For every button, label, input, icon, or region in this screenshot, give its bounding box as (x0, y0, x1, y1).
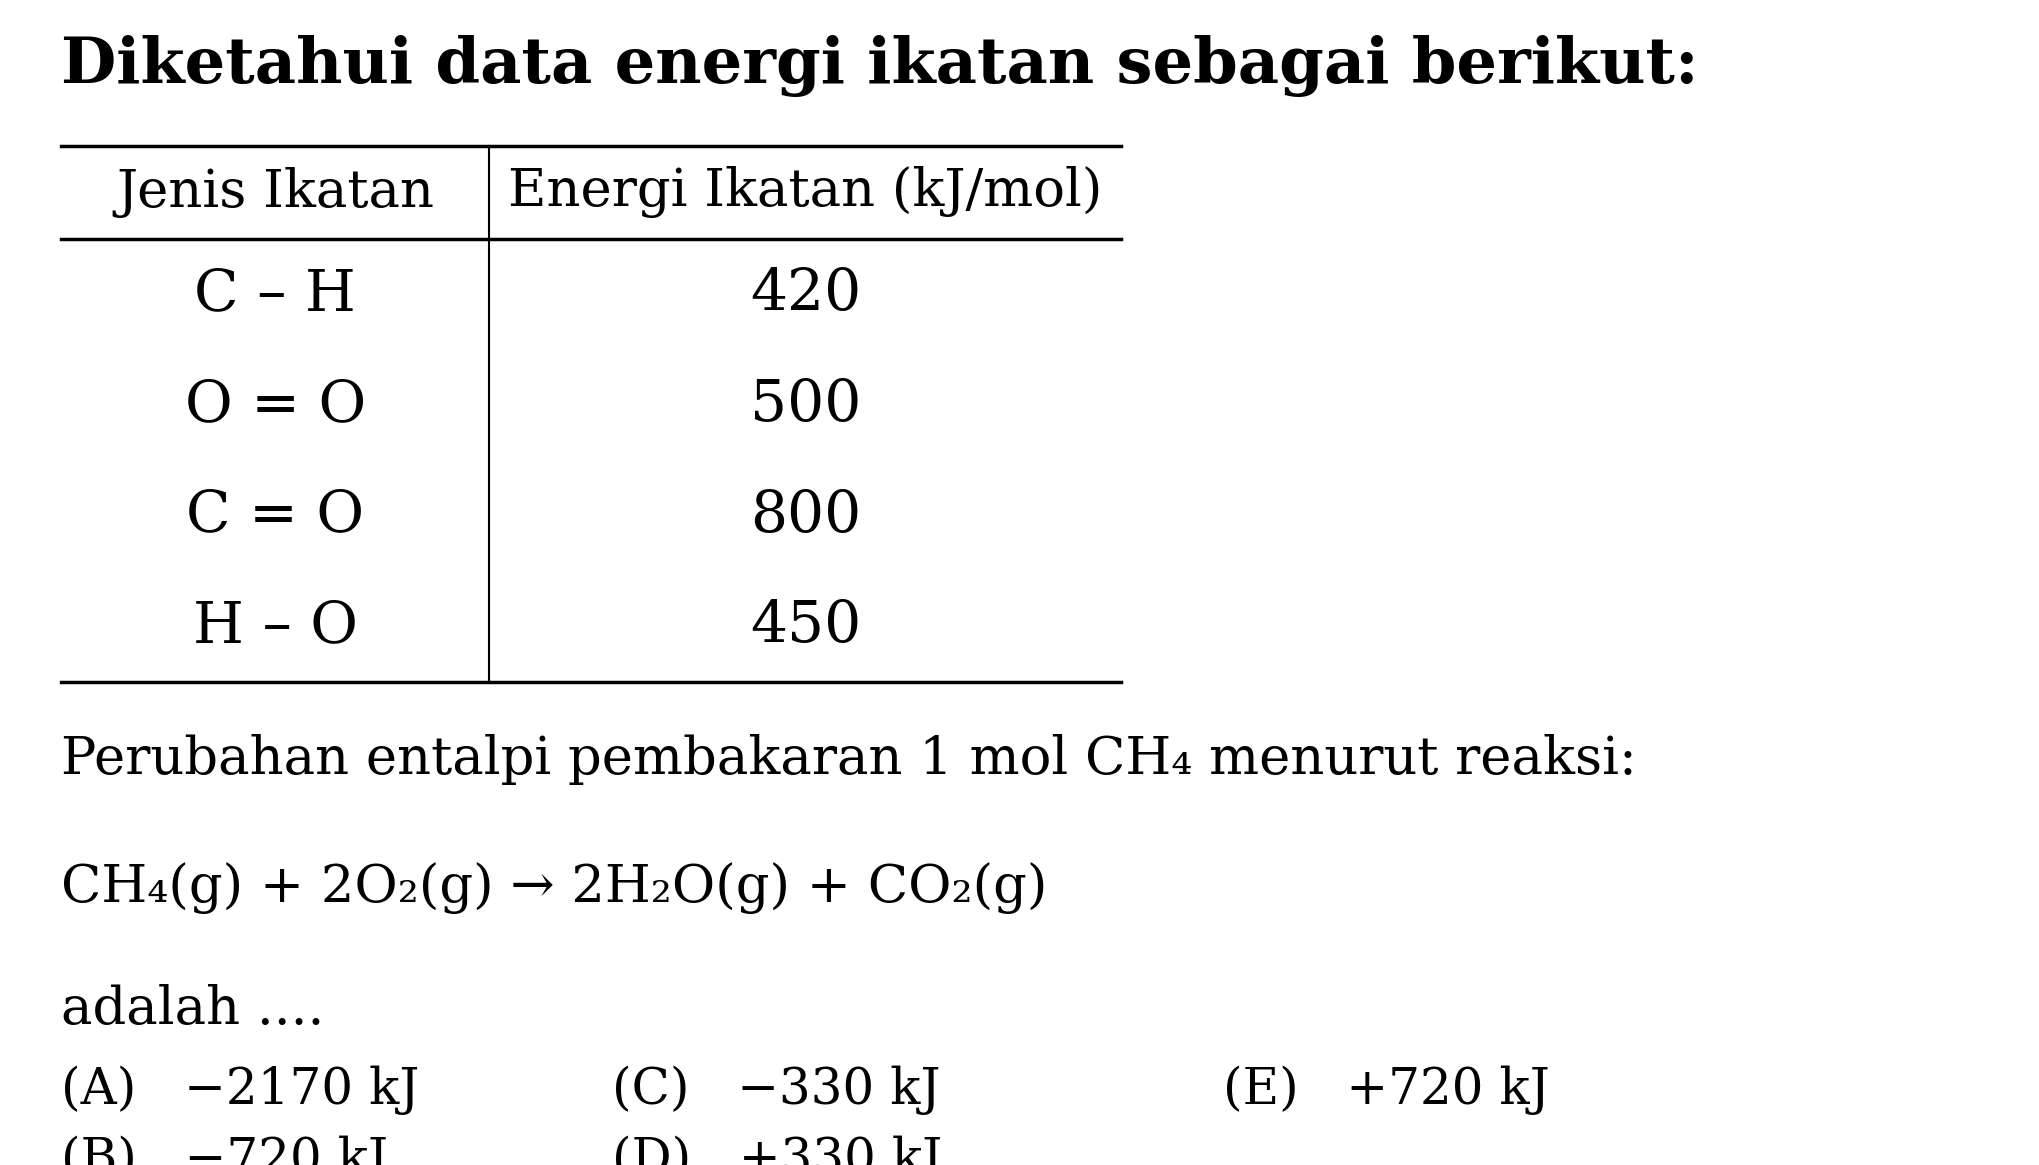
Text: H – O: H – O (194, 598, 357, 655)
Text: Jenis Ikatan: Jenis Ikatan (116, 167, 434, 218)
Text: CH₄(g) + 2O₂(g) → 2H₂O(g) + CO₂(g): CH₄(g) + 2O₂(g) → 2H₂O(g) + CO₂(g) (61, 862, 1048, 915)
Text: Diketahui data energi ikatan sebagai berikut:: Diketahui data energi ikatan sebagai ber… (61, 35, 1698, 97)
Text: adalah ....: adalah .... (61, 984, 324, 1036)
Text: 500: 500 (750, 376, 860, 433)
Text: C – H: C – H (194, 266, 357, 323)
Text: 800: 800 (750, 487, 860, 544)
Text: Energi Ikatan (kJ/mol): Energi Ikatan (kJ/mol) (508, 167, 1103, 218)
Text: (B)   −720 kJ: (B) −720 kJ (61, 1136, 387, 1165)
Text: Perubahan entalpi pembakaran 1 mol CH₄ menurut reaksi:: Perubahan entalpi pembakaran 1 mol CH₄ m… (61, 734, 1637, 785)
Text: O = O: O = O (186, 376, 365, 433)
Text: 420: 420 (750, 266, 860, 323)
Text: (C)   −330 kJ: (C) −330 kJ (612, 1066, 940, 1115)
Text: (D)   +330 kJ: (D) +330 kJ (612, 1136, 942, 1165)
Text: C = O: C = O (186, 487, 365, 544)
Text: (A)   −2170 kJ: (A) −2170 kJ (61, 1066, 420, 1115)
Text: 450: 450 (750, 598, 860, 655)
Text: (E)   +720 kJ: (E) +720 kJ (1223, 1066, 1550, 1115)
